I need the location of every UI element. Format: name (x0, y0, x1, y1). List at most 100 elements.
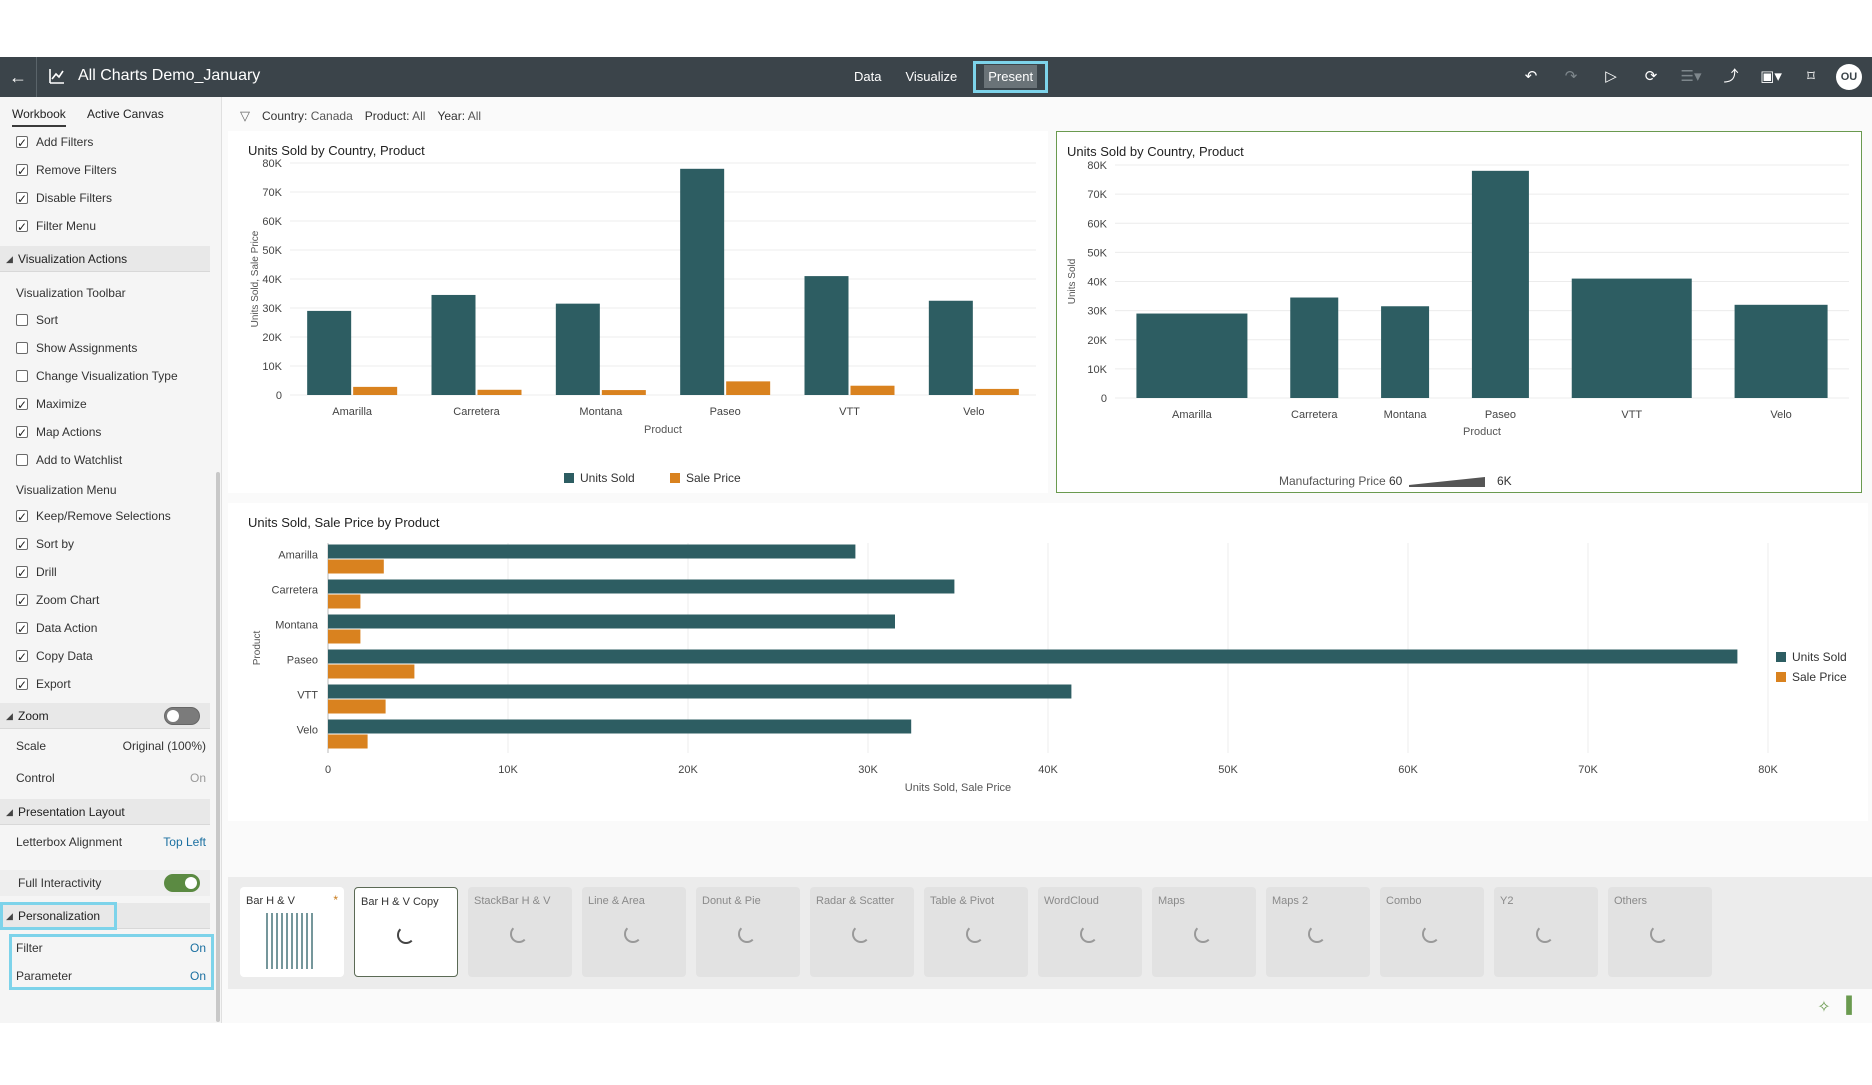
x-axis-label: Units Sold, Sale Price (905, 782, 1011, 794)
option-sort-by[interactable]: Sort by (0, 532, 212, 557)
user-avatar[interactable]: OU (1836, 64, 1862, 90)
section-visualization-actions[interactable]: ◢ Visualization Actions (0, 246, 210, 272)
canvas-tab[interactable]: Maps (1152, 887, 1256, 977)
checkbox[interactable] (16, 187, 28, 211)
undo-icon[interactable]: ↶ (1524, 68, 1538, 85)
panel-toggle-icon[interactable]: ▐ (1840, 997, 1852, 1014)
viz-title: Units Sold, Sale Price by Product (248, 515, 440, 530)
bookmark-icon[interactable]: ⌑ (1807, 68, 1815, 85)
bar-units-sold (1734, 304, 1828, 398)
magic-wand-icon[interactable]: ✧ (1817, 999, 1831, 1016)
canvas-tab[interactable]: Bar H & V Copy (354, 887, 458, 977)
option-keep-remove-selections[interactable]: Keep/Remove Selections (0, 504, 212, 529)
checkbox[interactable] (16, 370, 28, 382)
canvas-tab[interactable]: Donut & Pie (696, 887, 800, 977)
option-disable-filters[interactable]: Disable Filters (0, 186, 212, 211)
control-value[interactable]: On (189, 771, 206, 785)
checkbox[interactable] (16, 533, 28, 557)
filter-year[interactable]: Year: All (437, 109, 481, 123)
scale-value[interactable]: Original (100%) (122, 739, 206, 753)
checkbox[interactable] (16, 589, 28, 613)
viz-menu-heading: Visualization Menu (16, 483, 117, 497)
mode-visualize-tab[interactable]: Visualize (897, 61, 965, 93)
y-tick-label: 70K (262, 187, 282, 199)
parameter-value[interactable]: On (189, 969, 206, 983)
canvas-tab[interactable]: Radar & Scatter (810, 887, 914, 977)
viz-units-sale-horizontal[interactable]: Units Sold, Sale Price by Product 0 10K 20… (228, 503, 1868, 821)
canvas-tab[interactable]: Table & Pivot (924, 887, 1028, 977)
checkbox[interactable] (16, 393, 28, 417)
x-tick-label: Carretera (1291, 409, 1338, 421)
modified-asterisk-icon: * (333, 893, 338, 907)
canvas-tab[interactable]: Others (1608, 887, 1712, 977)
filter-product[interactable]: Product: All (365, 109, 426, 123)
option-map-actions[interactable]: Map Actions (0, 420, 212, 445)
play-icon[interactable]: ▷ (1605, 68, 1617, 85)
canvas-tab[interactable]: Combo (1380, 887, 1484, 977)
checkbox[interactable] (16, 561, 28, 585)
option-sort[interactable]: Sort (0, 308, 212, 332)
option-add-to-watchlist[interactable]: Add to Watchlist (0, 448, 212, 472)
y-tick-label: Velo (297, 725, 318, 737)
option-data-action[interactable]: Data Action (0, 616, 212, 641)
checkbox[interactable] (16, 645, 28, 669)
checkbox[interactable] (16, 314, 28, 326)
checkbox[interactable] (16, 131, 28, 155)
canvas-tab[interactable]: Bar H & V * (240, 887, 344, 977)
filter-value[interactable]: On (189, 941, 206, 955)
full-interactivity-toggle[interactable] (164, 874, 200, 892)
collapse-triangle-icon: ◢ (6, 807, 13, 817)
option-filter-menu[interactable]: Filter Menu (0, 214, 212, 239)
tab-workbook[interactable]: Workbook (12, 107, 66, 127)
filter-label: Filter (16, 941, 43, 955)
option-drill[interactable]: Drill (0, 560, 212, 585)
panel-scrollbar[interactable] (216, 472, 220, 1022)
mode-data-tab[interactable]: Data (846, 61, 889, 93)
canvas-tab[interactable]: WordCloud (1038, 887, 1142, 977)
mode-present-tab[interactable]: Present (973, 61, 1049, 93)
option-show-assignments[interactable]: Show Assignments (0, 336, 212, 360)
zoom-toggle[interactable] (164, 707, 200, 725)
section-presentation-layout[interactable]: ◢ Presentation Layout (0, 799, 210, 825)
section-zoom[interactable]: ◢ Zoom (0, 703, 210, 729)
checkbox[interactable] (16, 617, 28, 641)
checkbox[interactable] (16, 421, 28, 445)
canvas-tab[interactable]: Line & Area (582, 887, 686, 977)
option-change-viz-type[interactable]: Change Visualization Type (0, 364, 212, 388)
option-zoom-chart[interactable]: Zoom Chart (0, 588, 212, 613)
legend-label: Sale Price (1792, 670, 1847, 684)
option-copy-data[interactable]: Copy Data (0, 644, 212, 669)
menu-icon[interactable]: ☰▾ (1680, 68, 1702, 85)
checkbox[interactable] (16, 215, 28, 239)
checkbox[interactable] (16, 673, 28, 697)
option-remove-filters[interactable]: Remove Filters (0, 158, 212, 183)
save-icon[interactable]: ▣▾ (1760, 68, 1782, 85)
viz-units-sold-vertical[interactable]: Units Sold by Country, Product 0 10K 20K 30… (228, 131, 1048, 493)
letterbox-value[interactable]: Top Left (163, 835, 206, 849)
checkbox[interactable] (16, 454, 28, 466)
canvas-tab[interactable]: Maps 2 (1266, 887, 1370, 977)
checkbox[interactable] (16, 342, 28, 354)
filter-country[interactable]: Country: Canada (262, 109, 353, 123)
checkbox[interactable] (16, 505, 28, 529)
x-tick-label: VTT (1621, 409, 1642, 421)
tab-active-canvas[interactable]: Active Canvas (87, 107, 164, 121)
checkbox[interactable] (16, 159, 28, 183)
highlight-box (9, 934, 214, 990)
bar-sale-price (974, 388, 1019, 395)
option-label: Drill (36, 565, 57, 579)
option-export[interactable]: Export (0, 672, 212, 697)
option-maximize[interactable]: Maximize (0, 392, 212, 417)
viz-units-sold-variable-width[interactable]: Units Sold by Country, Product 0 10K 20K 30… (1056, 131, 1862, 493)
y-tick-label: 70K (1087, 189, 1107, 201)
filter-funnel-icon[interactable]: ▽ (240, 108, 250, 123)
bar-sale-price (328, 594, 361, 609)
redo-icon[interactable]: ↷ (1564, 68, 1578, 85)
refresh-data-icon[interactable]: ⟳ (1644, 68, 1658, 85)
canvas-tab[interactable]: Y2 (1494, 887, 1598, 977)
canvas-tab[interactable]: StackBar H & V (468, 887, 572, 977)
back-arrow-icon[interactable]: ← (9, 67, 27, 87)
export-icon[interactable]: ⤴ (1723, 68, 1739, 85)
option-label: Data Action (36, 621, 98, 635)
option-add-filters[interactable]: Add Filters (0, 130, 212, 155)
